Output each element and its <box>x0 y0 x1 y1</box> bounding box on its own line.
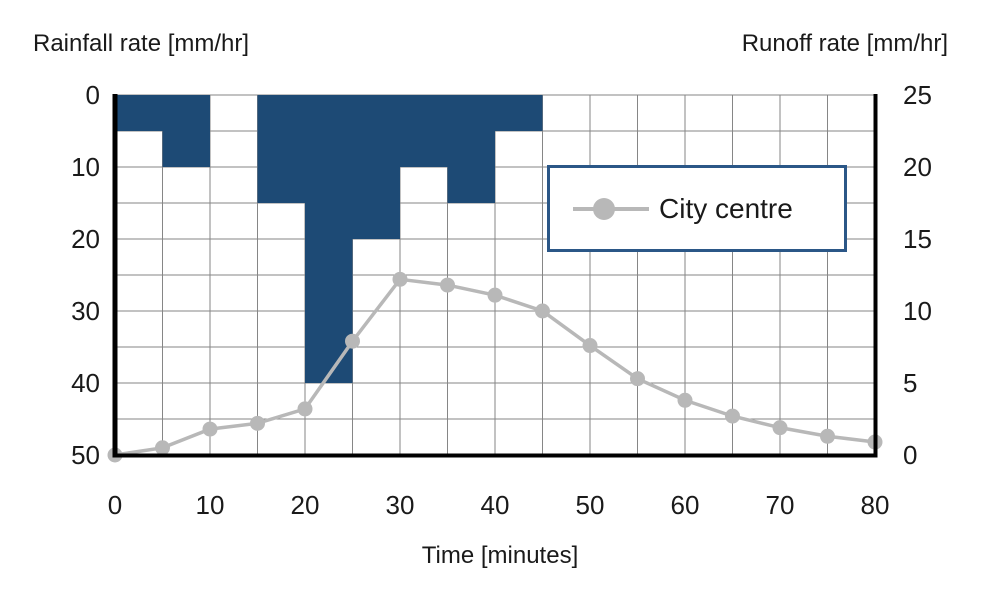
rainfall-bar <box>162 95 210 167</box>
right-tick-label: 0 <box>903 440 918 470</box>
runoff-marker <box>250 415 265 431</box>
runoff-marker <box>440 277 455 293</box>
left-axis-title: Rainfall rate [mm/hr] <box>33 30 250 57</box>
x-tick-label: 70 <box>765 490 795 520</box>
left-axis-line <box>112 94 118 458</box>
left-tick-label: 30 <box>71 296 100 326</box>
left-tick-label: 10 <box>71 152 100 182</box>
runoff-marker <box>725 408 740 424</box>
x-axis-title: Time [minutes] <box>421 542 579 569</box>
runoff-marker <box>155 440 170 456</box>
right-axis-line <box>873 94 878 458</box>
right-tick-label: 5 <box>903 368 918 398</box>
runoff-marker <box>630 371 645 387</box>
x-tick-label: 10 <box>195 490 225 520</box>
left-tick-label: 20 <box>71 224 100 254</box>
left-tick-label: 50 <box>71 440 100 470</box>
rainfall-bar <box>495 95 543 131</box>
runoff-marker <box>487 287 503 303</box>
runoff-marker <box>297 401 313 417</box>
runoff-marker <box>677 392 693 408</box>
legend-label: City centre <box>659 192 793 224</box>
runoff-marker <box>772 420 788 436</box>
legend-dot-icon <box>593 197 615 220</box>
runoff-marker <box>202 421 218 437</box>
bottom-axis-line <box>112 453 878 458</box>
right-tick-label: 25 <box>903 80 932 110</box>
x-tick-label: 50 <box>575 490 605 520</box>
rainfall-bar <box>115 95 163 131</box>
x-tick-label: 40 <box>480 490 510 520</box>
rainfall-bar <box>400 95 448 167</box>
right-tick-label: 10 <box>903 296 932 326</box>
runoff-marker <box>535 303 550 319</box>
legend: City centre <box>547 165 847 252</box>
legend-line-marker-icon <box>573 197 649 220</box>
rainfall-bar <box>305 95 353 383</box>
left-tick-label: 40 <box>71 368 100 398</box>
x-tick-label: 80 <box>860 490 890 520</box>
runoff-marker <box>582 338 598 354</box>
rainfall-bar <box>257 95 305 203</box>
x-tick-label: 30 <box>385 490 415 520</box>
right-tick-label: 20 <box>903 152 932 182</box>
runoff-marker <box>820 428 835 444</box>
right-axis-title: Runoff rate [mm/hr] <box>741 30 948 57</box>
runoff-marker <box>392 271 408 287</box>
runoff-marker <box>345 333 360 349</box>
x-tick-label: 60 <box>670 490 700 520</box>
left-tick-label: 0 <box>85 80 100 110</box>
rainfall-bars <box>115 95 543 383</box>
x-tick-label: 0 <box>107 490 123 520</box>
axes <box>112 94 878 458</box>
x-tick-label: 20 <box>290 490 320 520</box>
rainfall-bar <box>352 95 400 239</box>
right-tick-label: 15 <box>903 224 932 254</box>
rainfall-bar <box>447 95 495 203</box>
